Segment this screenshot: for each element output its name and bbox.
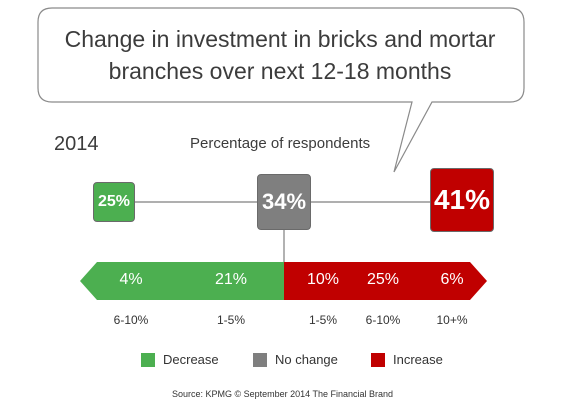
legend-label-increase: Increase xyxy=(393,352,443,367)
year-label: 2014 xyxy=(54,133,99,155)
segment-value-increase-1-5: 10% xyxy=(306,271,340,288)
legend-item-increase: Increase xyxy=(371,352,443,367)
legend-swatch-increase xyxy=(371,352,385,367)
increase-total-box: 41% xyxy=(430,168,494,232)
legend-item-decrease: Decrease xyxy=(141,352,219,367)
category-label-increase-6-10: 6-10% xyxy=(365,313,401,327)
segment-value-increase-10-plus: 6% xyxy=(440,271,464,288)
no-change-total-label: 34% xyxy=(261,189,307,214)
category-label-decrease-6-10: 6-10% xyxy=(113,313,149,327)
legend-label-decrease: Decrease xyxy=(163,352,219,367)
no-change-total-box: 34% xyxy=(257,174,311,230)
legend-label-no-change: No change xyxy=(275,352,338,367)
decrease-total-label: 25% xyxy=(97,193,131,210)
increase-total-label: 41% xyxy=(433,184,491,215)
category-label-increase-10-plus: 10+% xyxy=(436,313,468,327)
chart-subtitle: Percentage of respondents xyxy=(190,135,371,152)
legend-swatch-decrease xyxy=(141,352,155,367)
category-label-decrease-1-5: 1-5% xyxy=(216,313,245,327)
segment-value-increase-6-10: 25% xyxy=(366,271,400,288)
decrease-total-box: 25% xyxy=(93,182,135,222)
legend-item-no-change: No change xyxy=(253,352,338,367)
category-label-increase-1-5: 1-5% xyxy=(308,313,337,327)
source-note: Source: KPMG © September 2014 The Financ… xyxy=(171,389,394,399)
chart-title-line-1: Change in investment in bricks and morta… xyxy=(64,26,496,52)
segment-value-decrease-1-5: 21% xyxy=(214,271,248,288)
chart-title-line-2: branches over next 12-18 months xyxy=(108,58,452,84)
legend-swatch-no-change xyxy=(253,352,267,367)
segment-value-decrease-6-10: 4% xyxy=(119,271,143,288)
